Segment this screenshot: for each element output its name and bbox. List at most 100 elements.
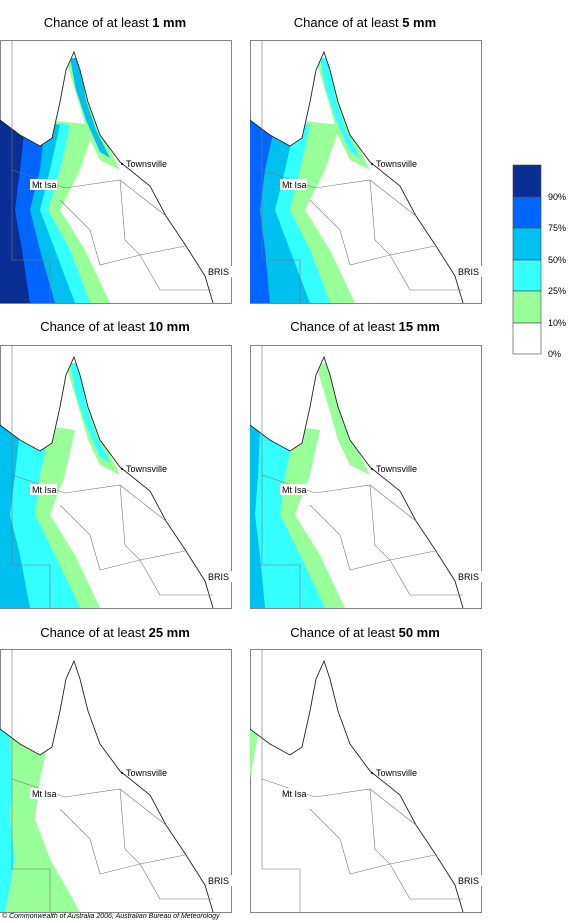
- border: [59, 808, 186, 875]
- place-label: Townsville: [376, 464, 417, 474]
- title-prefix: Chance of at least: [290, 625, 395, 640]
- border: [119, 179, 213, 291]
- coastline: [249, 659, 464, 913]
- legend-label: 0%: [548, 349, 561, 359]
- place-label: Mt Isa: [282, 180, 307, 190]
- label-bg: [206, 875, 232, 886]
- rain-zone: [250, 420, 265, 608]
- panel-title: Chance of at least 10 mm: [40, 319, 190, 334]
- map-panel: Townsville Mt Isa BRIS: [0, 40, 232, 304]
- border: [119, 788, 213, 900]
- border: [261, 40, 301, 303]
- legend: 90% 75% 50% 25% 10% 0%: [512, 164, 566, 359]
- legend-label: 10%: [548, 318, 566, 328]
- border: [369, 484, 463, 596]
- rain-zone: [0, 420, 30, 608]
- title-amount: 25 mm: [149, 625, 190, 640]
- place-label: Townsville: [126, 464, 167, 474]
- label-bg: [456, 875, 482, 886]
- label-bg: [30, 484, 57, 495]
- rain-zone: [70, 58, 110, 158]
- rain-zones: [250, 724, 258, 912]
- label-bg: [280, 179, 307, 190]
- legend-label: 75%: [548, 223, 566, 233]
- panel-title: Chance of at least 25 mm: [40, 625, 190, 640]
- panel-title: Chance of at least 15 mm: [290, 319, 440, 334]
- rain-zone: [0, 724, 15, 912]
- title-prefix: Chance of at least: [290, 319, 395, 334]
- panel-title: Chance of at least 1 mm: [44, 15, 186, 30]
- town-dot: [121, 772, 123, 774]
- town-dot: [371, 163, 373, 165]
- coastline: [249, 50, 464, 304]
- town-dot: [121, 163, 123, 165]
- border: [261, 649, 301, 912]
- map-panel: Townsville Mt Isa BRIS: [249, 40, 482, 304]
- place-label: BRIS: [208, 572, 229, 582]
- label-bg: [30, 179, 57, 190]
- legend-label: 90%: [548, 192, 566, 202]
- label-bg: [280, 788, 307, 799]
- title-prefix: Chance of at least: [294, 15, 399, 30]
- border: [309, 199, 436, 266]
- copyright: © Commonwealth of Australia 2006, Austra…: [2, 912, 220, 920]
- map-panel: Townsville Mt Isa BRIS: [249, 345, 482, 609]
- place-label: BRIS: [208, 267, 229, 277]
- place-label: Townsville: [126, 159, 167, 169]
- place-label: BRIS: [458, 572, 479, 582]
- place-label: BRIS: [208, 876, 229, 886]
- label-bg: [206, 266, 232, 277]
- place-label: Townsville: [126, 768, 167, 778]
- border: [369, 788, 463, 900]
- rain-zone: [0, 724, 80, 912]
- border: [369, 179, 463, 291]
- border: [309, 504, 436, 571]
- panel-title: Chance of at least 5 mm: [294, 15, 436, 30]
- coastline: [0, 355, 214, 609]
- place-label: Mt Isa: [32, 789, 57, 799]
- place-label: Mt Isa: [32, 485, 57, 495]
- rain-zones: [0, 58, 120, 303]
- map-panel: Townsville Mt Isa BRIS: [0, 649, 232, 913]
- legend-label: 50%: [548, 255, 566, 265]
- map-panel: Townsville Mt Isa BRIS: [249, 649, 482, 913]
- legend-label: 25%: [548, 286, 566, 296]
- label-bg: [456, 266, 482, 277]
- label-bg: [280, 484, 307, 495]
- label-bg: [456, 571, 482, 582]
- coastline: [0, 50, 214, 304]
- map-frame: [250, 649, 482, 913]
- town-dot: [121, 468, 123, 470]
- rain-zone: [70, 363, 110, 463]
- town-dot: [371, 468, 373, 470]
- place-label: BRIS: [458, 267, 479, 277]
- place-label: Townsville: [376, 159, 417, 169]
- place-label: BRIS: [458, 876, 479, 886]
- title-prefix: Chance of at least: [44, 15, 149, 30]
- title-amount: 1 mm: [152, 15, 186, 30]
- border: [119, 484, 213, 596]
- rain-zone: [0, 115, 30, 303]
- border: [11, 40, 51, 303]
- place-label: Mt Isa: [282, 485, 307, 495]
- panel-title: Chance of at least 50 mm: [290, 625, 440, 640]
- place-label: Townsville: [376, 768, 417, 778]
- border: [309, 808, 436, 875]
- border: [59, 504, 186, 571]
- rain-zones: [0, 724, 80, 912]
- title-amount: 50 mm: [399, 625, 440, 640]
- rain-zone: [250, 115, 275, 303]
- title-amount: 15 mm: [399, 319, 440, 334]
- town-dot: [371, 772, 373, 774]
- rain-zone: [250, 724, 258, 912]
- title-amount: 10 mm: [149, 319, 190, 334]
- place-label: Mt Isa: [282, 789, 307, 799]
- border: [11, 649, 51, 912]
- rain-zone: [320, 363, 360, 463]
- rain-zone: [320, 58, 360, 158]
- border: [11, 345, 51, 608]
- label-bg: [30, 788, 57, 799]
- coastline: [249, 355, 464, 609]
- title-prefix: Chance of at least: [40, 319, 145, 334]
